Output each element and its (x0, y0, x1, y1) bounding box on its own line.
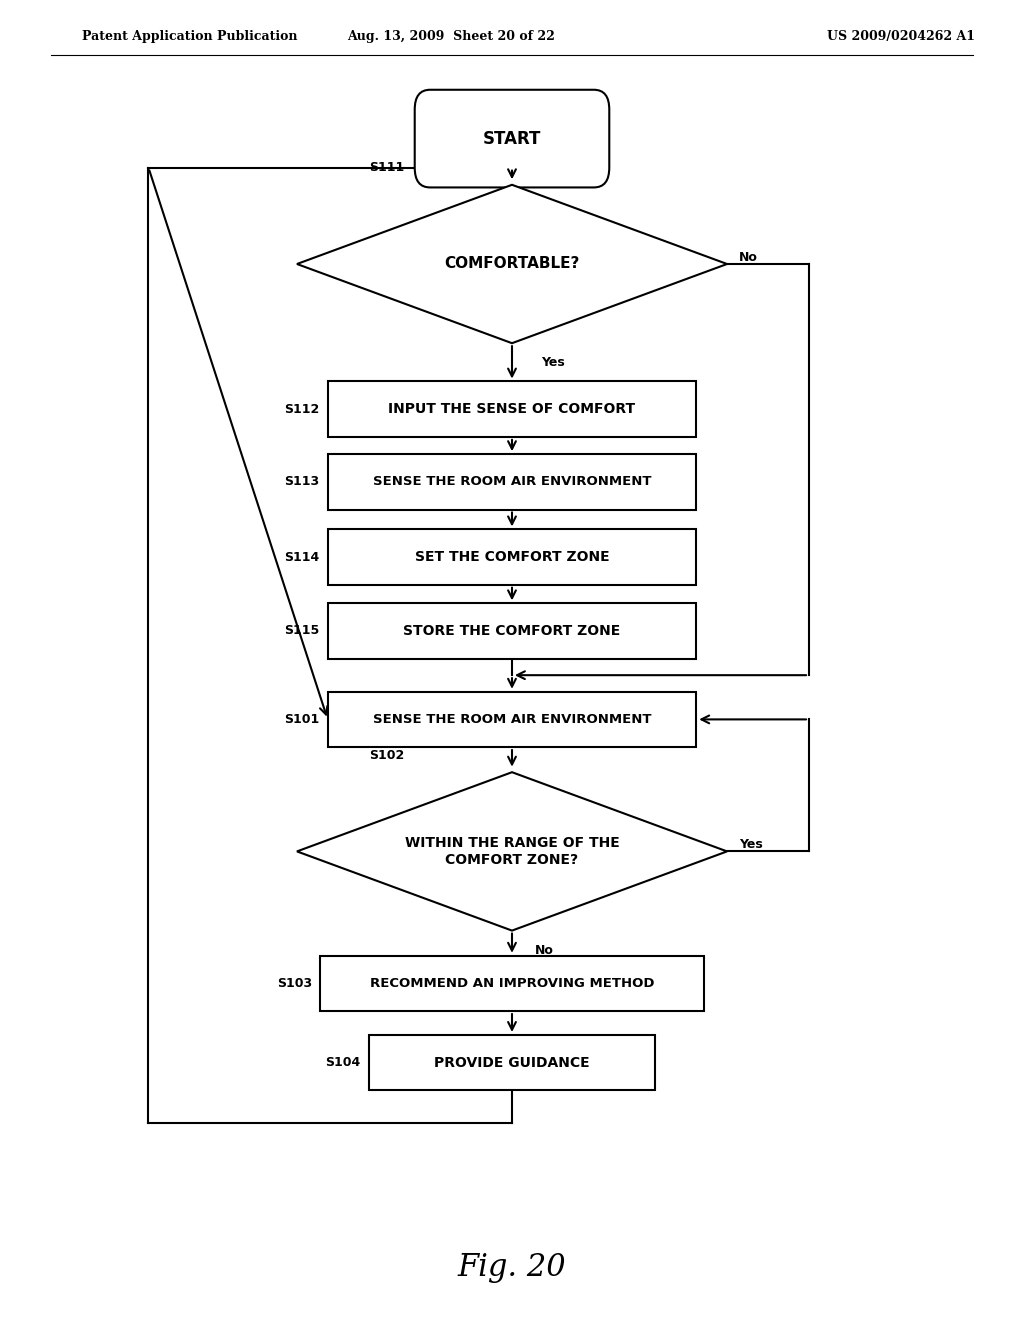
Bar (319, 956, 705, 1011)
Text: Yes: Yes (541, 356, 564, 370)
Text: S112: S112 (285, 403, 319, 416)
Text: S114: S114 (285, 550, 319, 564)
Text: No: No (535, 944, 553, 957)
Text: S101: S101 (285, 713, 319, 726)
Text: COMFORTABLE?: COMFORTABLE? (444, 256, 580, 272)
Text: S113: S113 (285, 475, 319, 488)
Text: S102: S102 (370, 748, 404, 762)
Bar (328, 529, 696, 585)
Text: STORE THE COMFORT ZONE: STORE THE COMFORT ZONE (403, 624, 621, 638)
Bar (328, 381, 696, 437)
Bar (328, 692, 696, 747)
Text: WITHIN THE RANGE OF THE
COMFORT ZONE?: WITHIN THE RANGE OF THE COMFORT ZONE? (404, 837, 620, 866)
Bar (328, 603, 696, 659)
Text: RECOMMEND AN IMPROVING METHOD: RECOMMEND AN IMPROVING METHOD (370, 977, 654, 990)
Text: Patent Application Publication: Patent Application Publication (82, 30, 297, 44)
Text: START: START (482, 129, 542, 148)
Text: SENSE THE ROOM AIR ENVIRONMENT: SENSE THE ROOM AIR ENVIRONMENT (373, 713, 651, 726)
Text: SET THE COMFORT ZONE: SET THE COMFORT ZONE (415, 550, 609, 564)
Text: INPUT THE SENSE OF COMFORT: INPUT THE SENSE OF COMFORT (388, 403, 636, 416)
Text: S115: S115 (285, 624, 319, 638)
FancyBboxPatch shape (415, 90, 609, 187)
Text: Aug. 13, 2009  Sheet 20 of 22: Aug. 13, 2009 Sheet 20 of 22 (346, 30, 555, 44)
Text: US 2009/0204262 A1: US 2009/0204262 A1 (827, 30, 975, 44)
Text: Fig. 20: Fig. 20 (458, 1251, 566, 1283)
Polygon shape (297, 185, 727, 343)
Text: S103: S103 (276, 977, 311, 990)
Text: Yes: Yes (739, 838, 763, 851)
Text: S104: S104 (326, 1056, 360, 1069)
Text: PROVIDE GUIDANCE: PROVIDE GUIDANCE (434, 1056, 590, 1069)
Text: SENSE THE ROOM AIR ENVIRONMENT: SENSE THE ROOM AIR ENVIRONMENT (373, 475, 651, 488)
Bar (328, 454, 696, 510)
Polygon shape (297, 772, 727, 931)
Bar (369, 1035, 655, 1090)
Text: S111: S111 (370, 161, 404, 174)
Text: No: No (739, 251, 758, 264)
